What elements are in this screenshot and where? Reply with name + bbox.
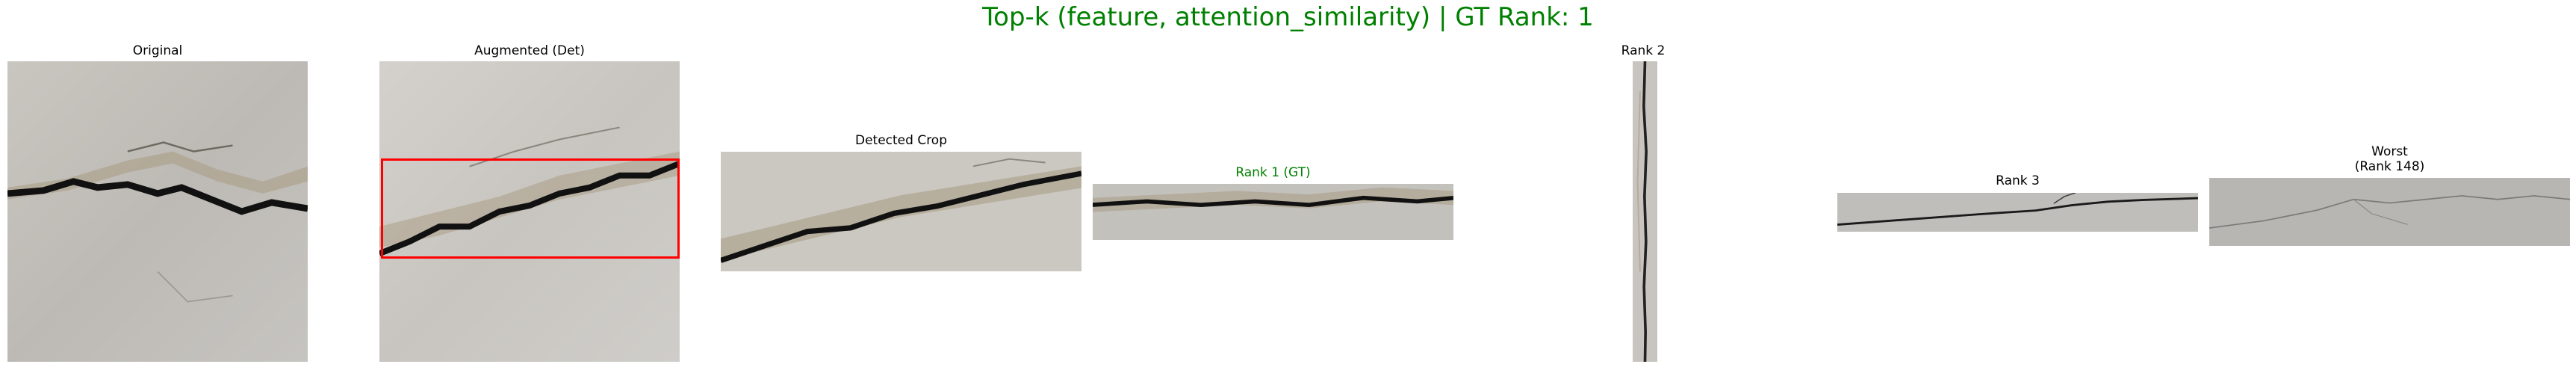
rank1-image	[1093, 184, 1453, 240]
figure-title: Top-k (feature, attention_similarity) | …	[982, 2, 1594, 32]
rank2-image	[1633, 61, 1657, 362]
augmented-image	[379, 61, 680, 362]
worst-title-line1: Worst	[2371, 144, 2408, 159]
rank1-panel-title: Rank 1 (GT)	[1235, 165, 1311, 180]
original-image	[7, 61, 308, 362]
detected-crop-panel-title: Detected Crop	[854, 133, 948, 148]
worst-image	[2209, 178, 2570, 246]
rank3-image	[1837, 193, 2198, 232]
detected-crop-image	[721, 152, 1081, 271]
detection-box	[381, 158, 680, 259]
worst-title-line2: (Rank 148)	[2354, 159, 2425, 174]
rank3-panel-title: Rank 3	[1996, 173, 2040, 188]
rank2-panel-title: Rank 2	[1621, 43, 1666, 58]
original-panel-title: Original	[132, 43, 183, 58]
augmented-panel-title: Augmented (Det)	[474, 43, 585, 58]
worst-panel-title: Worst (Rank 148)	[2209, 144, 2570, 174]
